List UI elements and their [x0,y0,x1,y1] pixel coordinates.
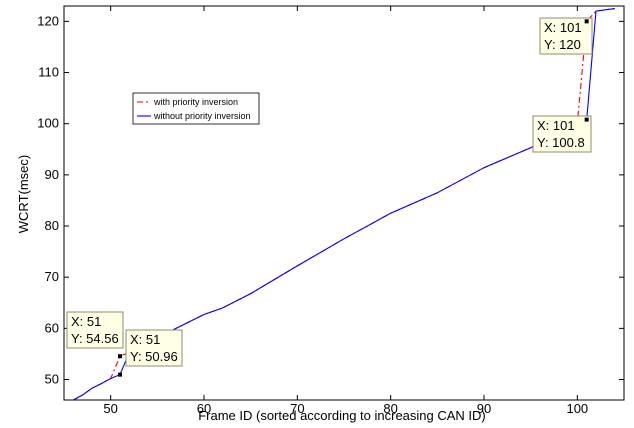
legend-label-with-priority-inversion: with priority inversion [153,97,238,107]
y-tick-label: 110 [38,65,59,80]
datatip-marker [118,354,122,359]
datatip-text: Y: 120 [544,37,581,52]
y-tick-label: 60 [45,320,59,335]
y-axis-label: WCRT(msec) [16,155,31,233]
x-tick-label: 80 [383,401,397,416]
x-tick-label: 100 [566,401,588,416]
y-tick-label: 50 [45,372,59,387]
legend-label-without-priority-inversion: without priority inversion [153,111,251,121]
datatip-box [66,311,124,349]
x-tick-label: 90 [477,401,491,416]
plot-frame [63,5,625,401]
datatip-box [532,115,592,153]
x-tick-label: 60 [197,401,211,416]
x-tick-label: 50 [103,401,117,416]
x-tick-label: 70 [290,401,304,416]
y-tick-label: 90 [45,167,59,182]
datatip-text: X: 51 [130,332,160,347]
x-axis-label: Frame ID (sorted according to increasing… [198,408,486,423]
datatip-text: X: 101 [544,20,582,35]
datatip-text: Y: 50.96 [130,349,178,364]
y-tick-label: 80 [45,218,59,233]
datatip[interactable]: X: 51 Y: 54.56 [66,311,124,359]
plot-area-border [63,5,625,401]
y-tick-label: 70 [45,269,59,284]
datatip-text: X: 51 [71,314,101,329]
datatip[interactable]: X: 51 Y: 50.96 [118,329,183,377]
datatip-marker [584,19,589,24]
y-tick-label: 120 [37,13,59,28]
datatip-marker [584,117,589,122]
datatip[interactable]: X: 101 Y: 120 [539,17,593,55]
datatip[interactable]: X: 101 Y: 100.8 [532,115,592,153]
datatip-box [125,329,183,367]
datatip-marker [118,372,122,377]
datatip-text: Y: 54.56 [71,331,119,346]
legend: with priority inversion without priority… [132,92,260,125]
datatip-box [539,17,593,55]
datatip-text: X: 101 [537,118,575,133]
y-tick-label: 100 [37,116,59,131]
axis-ticks: 50 60 70 80 90 100 50 60 70 80 90 100 110 120 [37,6,624,416]
datatip-text: Y: 100.8 [537,135,585,150]
legend-box [132,92,260,125]
